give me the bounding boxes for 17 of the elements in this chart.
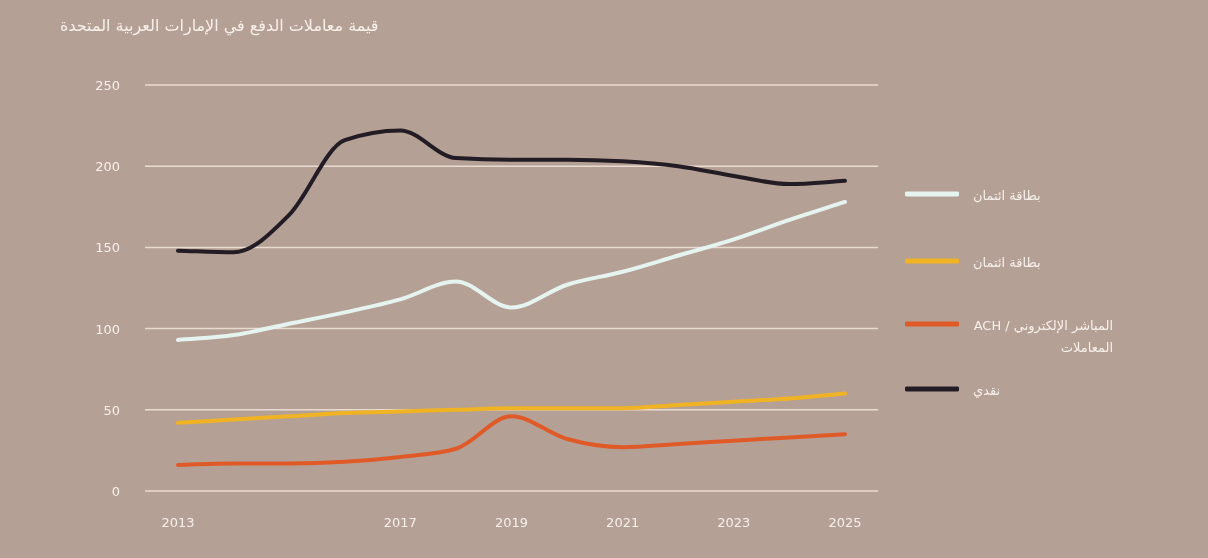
x-tick-label: 2021 bbox=[606, 515, 640, 530]
y-tick-label: 50 bbox=[103, 402, 120, 418]
x-tick-label: 2025 bbox=[828, 515, 862, 530]
y-tick-label: 150 bbox=[95, 240, 120, 256]
y-tick-label: 250 bbox=[95, 78, 120, 93]
legend-label: المباشر الإلكتروني / ACH المعاملات bbox=[973, 317, 1113, 357]
y-tick-label: 0 bbox=[111, 484, 120, 499]
legend-label: نقدي bbox=[973, 382, 1001, 400]
legend-label: بطاقة ائتمان bbox=[973, 187, 1041, 205]
x-tick-label: 2017 bbox=[383, 515, 417, 530]
y-tick-label: 200 bbox=[95, 159, 120, 175]
x-tick-label: 2019 bbox=[494, 515, 529, 530]
x-tick-label: 2023 bbox=[717, 515, 751, 530]
y-tick-label: 100 bbox=[95, 321, 120, 337]
legend-label: بطاقة ائتمان bbox=[973, 254, 1041, 272]
chart-title: قيمة معاملات الدفع في الإمارات العربية المتحدة bbox=[60, 16, 379, 35]
x-tick-label: 2013 bbox=[161, 515, 195, 530]
